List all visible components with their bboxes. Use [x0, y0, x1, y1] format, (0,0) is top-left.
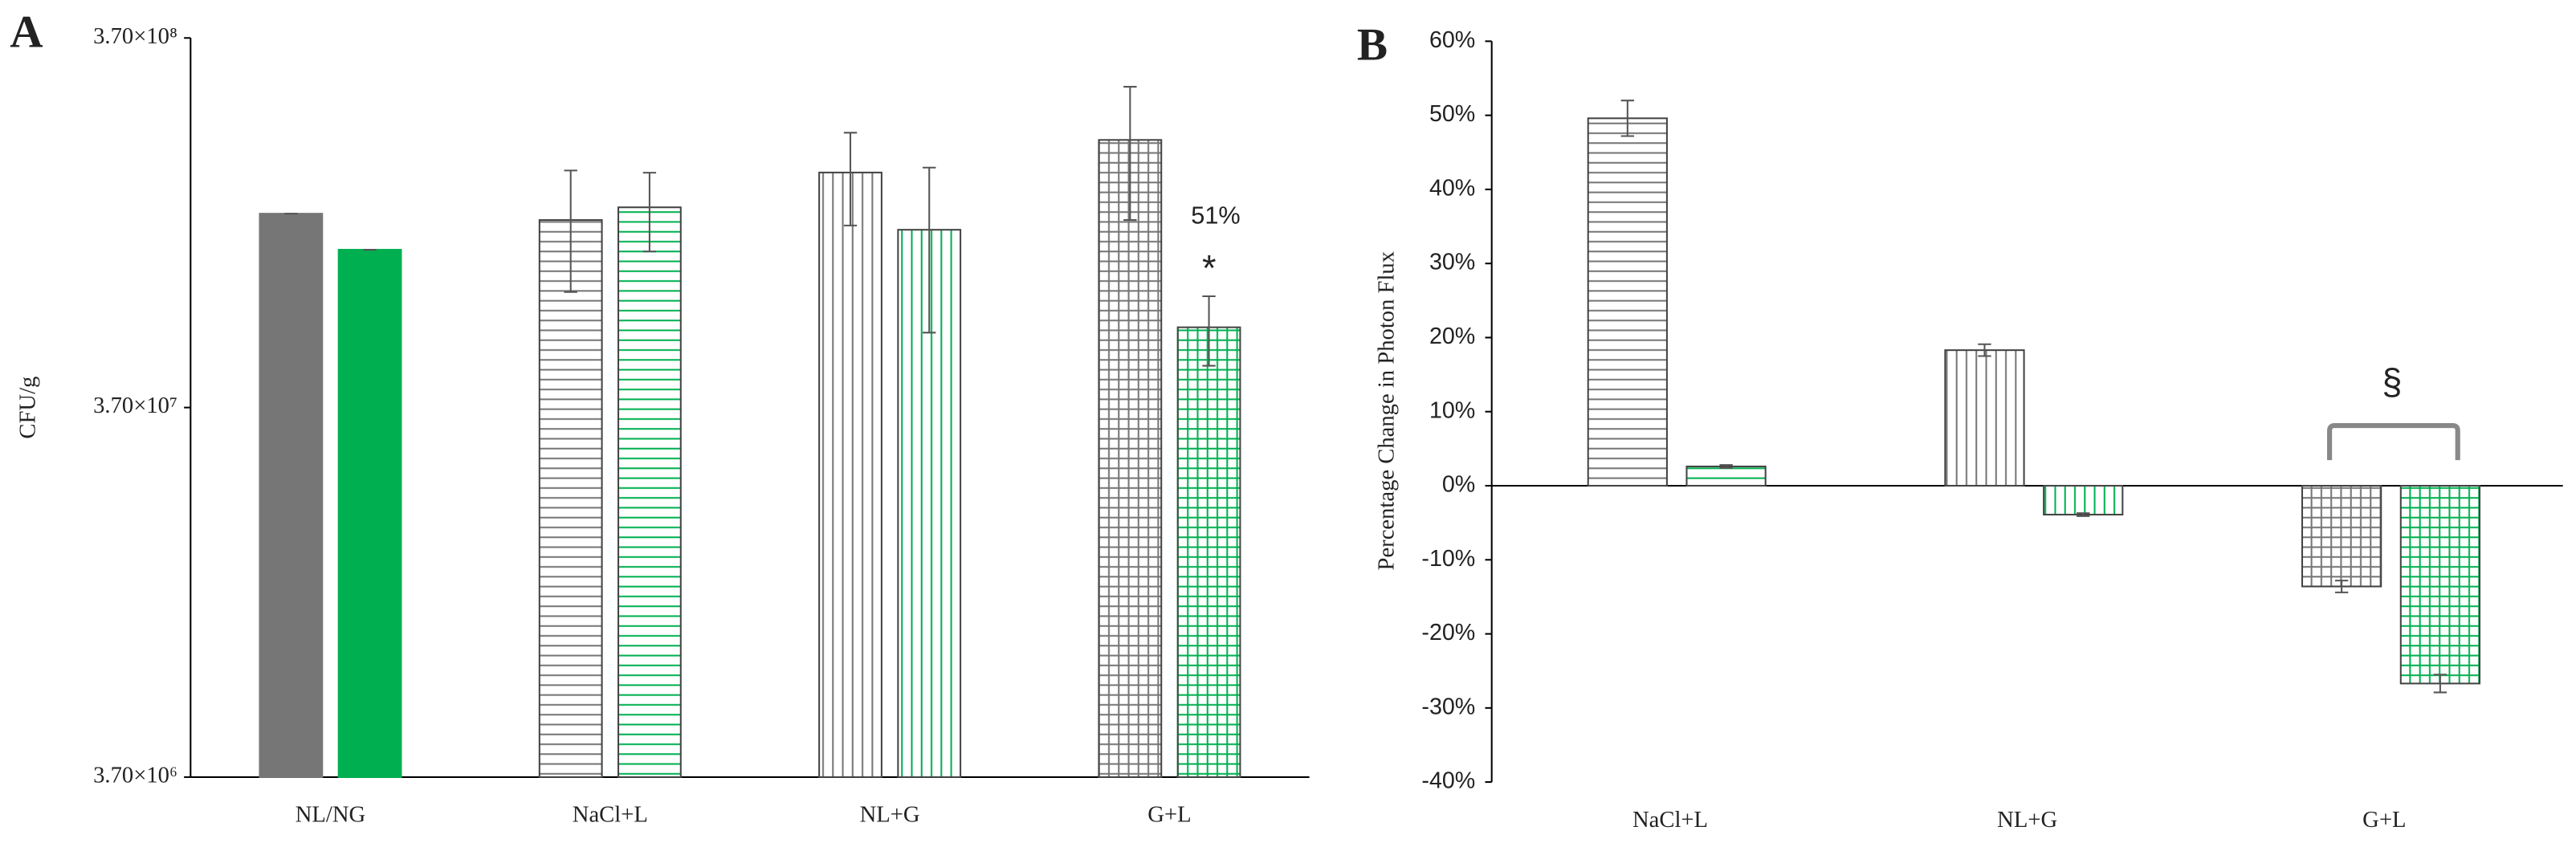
bar: [2301, 484, 2382, 588]
bar: [2399, 484, 2480, 685]
y-axis-title: Percentage Change in Photon Flux: [1373, 251, 1399, 571]
bar: [1685, 465, 1767, 487]
y-tick-label: -10%: [1421, 546, 1475, 572]
x-tick-label: NaCl+L: [573, 802, 648, 828]
panel-label: B: [1357, 20, 1388, 71]
y-tick-label: 3.70×10⁸: [93, 23, 177, 49]
x-tick-label: G+L: [1147, 802, 1191, 828]
bar: [818, 171, 882, 778]
error-bar: [2433, 674, 2448, 694]
y-tick-label: -30%: [1421, 694, 1475, 719]
panel-label: A: [10, 6, 43, 57]
bracket: [2327, 423, 2460, 461]
error-bar: [1202, 295, 1216, 367]
y-tick-label: 50%: [1429, 101, 1475, 127]
x-tick-label: G+L: [2362, 807, 2406, 833]
bar: [1587, 117, 1668, 487]
bar: [259, 213, 324, 778]
y-tick-label: -40%: [1421, 768, 1475, 794]
error-bar: [1620, 100, 1635, 137]
error-bar: [1978, 343, 1991, 357]
x-tick-label: NL/NG: [296, 802, 365, 828]
y-tick-label: -20%: [1421, 620, 1475, 645]
bar: [1098, 139, 1163, 778]
annotation: §: [2382, 361, 2402, 402]
error-bar: [2334, 580, 2349, 593]
bar: [538, 219, 603, 778]
error-bar: [642, 172, 657, 253]
error-bar: [564, 169, 577, 293]
y-tick-label: 20%: [1429, 324, 1475, 349]
bar: [1176, 326, 1241, 778]
bar: [2043, 484, 2124, 516]
y-tick-label: 60%: [1429, 27, 1475, 53]
y-tick-label: 0%: [1442, 472, 1475, 498]
y-tick-label: 30%: [1429, 250, 1475, 275]
y-tick-label: 3.70×10⁷: [93, 393, 177, 418]
x-tick-label: NaCl+L: [1632, 807, 1708, 833]
bar: [897, 229, 962, 778]
error-bar: [843, 132, 858, 226]
y-axis-title: CFU/g: [14, 377, 40, 439]
annotation: *: [1202, 248, 1217, 289]
y-tick-label: 10%: [1429, 397, 1475, 423]
y-tick-label: 40%: [1429, 175, 1475, 201]
x-tick-label: NL+G: [1997, 807, 2057, 833]
error-bar: [923, 166, 936, 334]
annotation: 51%: [1191, 201, 1240, 229]
error-bar: [2077, 512, 2090, 517]
bar: [618, 206, 682, 778]
error-bar: [1123, 86, 1137, 222]
error-bar: [1719, 464, 1733, 469]
x-tick-label: NL+G: [860, 802, 920, 828]
bar: [337, 249, 402, 778]
y-tick-label: 3.70×10⁶: [93, 763, 177, 788]
bar: [1944, 349, 2025, 487]
